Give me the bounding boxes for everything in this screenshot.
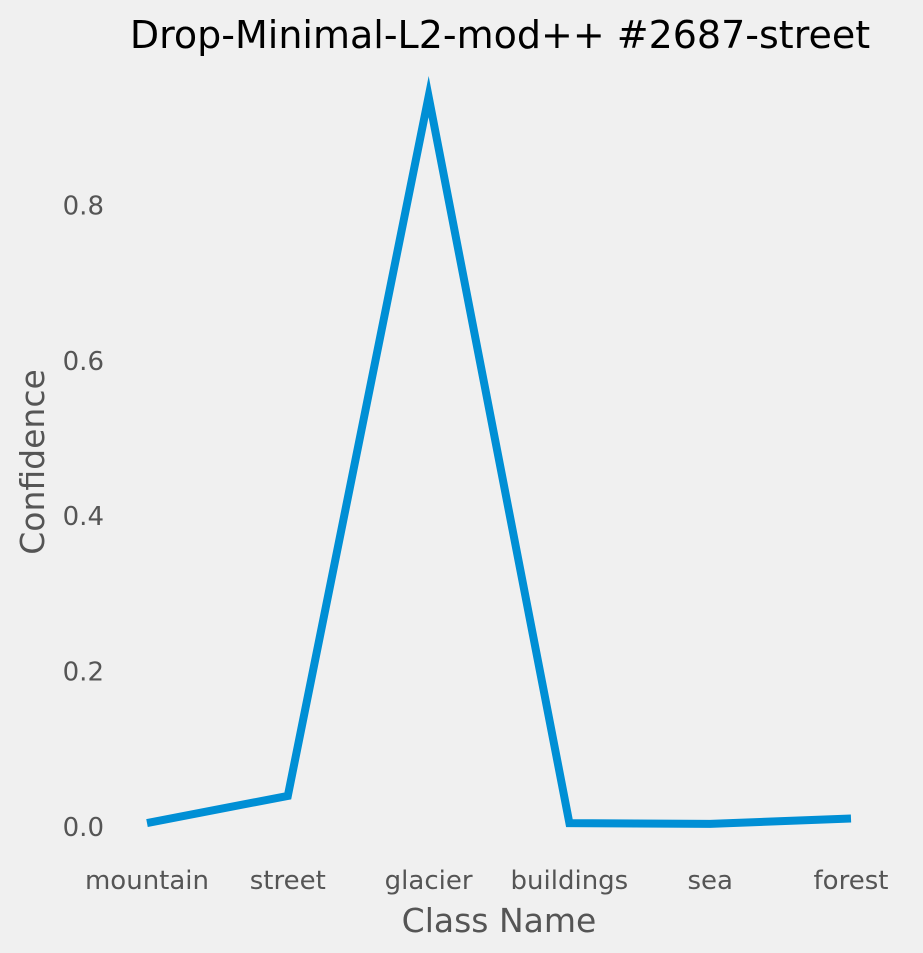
x-tick-label: buildings <box>511 866 629 896</box>
x-tick-label: forest <box>814 866 889 896</box>
y-tick-label: 0.2 <box>63 658 104 688</box>
x-tick-label: mountain <box>85 866 209 896</box>
y-axis-label: Confidence <box>13 369 52 555</box>
chart-title: Drop-Minimal-L2-mod++ #2687-street <box>130 13 870 57</box>
series-layer <box>146 75 852 828</box>
x-tick-labels: mountain street glacier buildings sea forest <box>85 866 888 896</box>
x-axis-label: Class Name <box>402 901 597 940</box>
series-line <box>146 75 852 828</box>
x-tick-label: sea <box>687 866 732 896</box>
y-tick-label: 0.8 <box>63 191 104 221</box>
y-tick-label: 0.6 <box>63 347 104 377</box>
x-tick-label: street <box>250 866 326 896</box>
y-tick-labels: 0.0 0.2 0.4 0.6 0.8 <box>63 191 104 843</box>
y-tick-label: 0.0 <box>63 813 104 843</box>
x-tick-label: glacier <box>385 866 473 896</box>
y-tick-label: 0.4 <box>63 502 104 532</box>
